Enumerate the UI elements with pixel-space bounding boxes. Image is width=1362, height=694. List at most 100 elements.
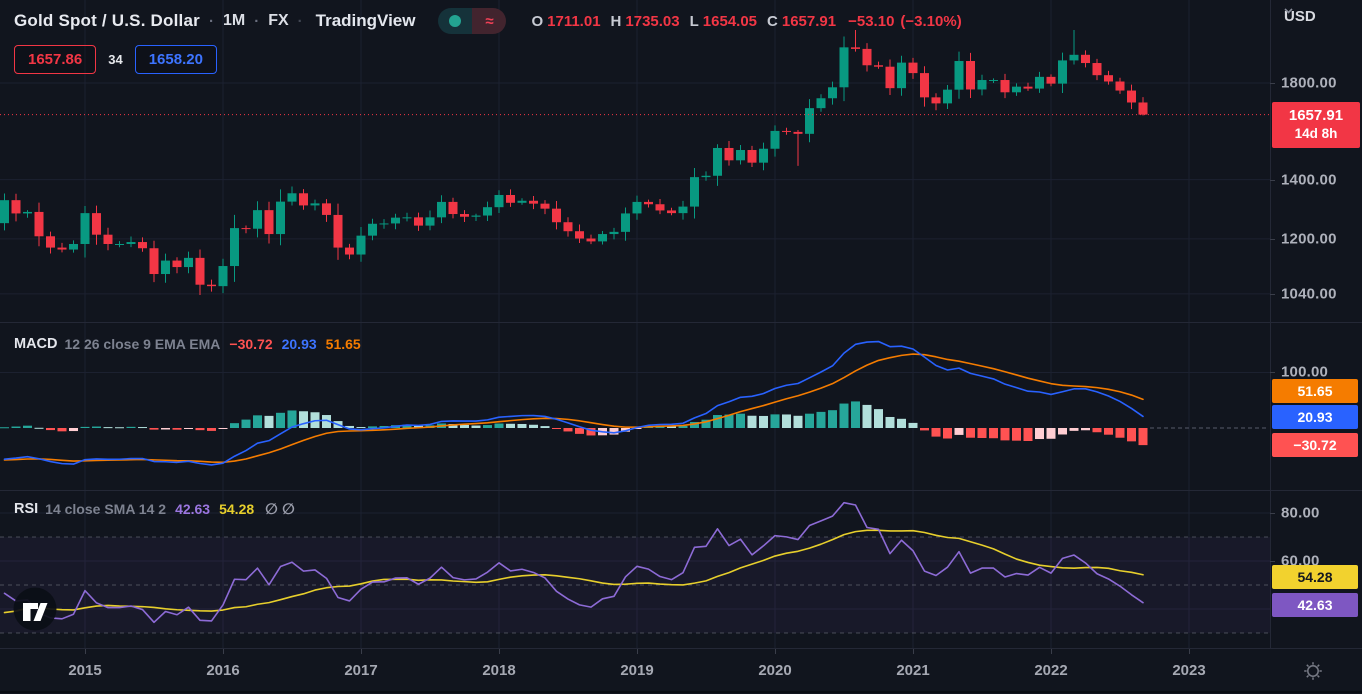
- candle-body: [471, 215, 481, 217]
- macd-histogram-bar: [966, 428, 975, 438]
- axis-tick: [1270, 561, 1275, 562]
- rsi-sma-line: [3, 529, 1144, 614]
- candle-body: [920, 73, 929, 98]
- interval-label[interactable]: 1M: [222, 12, 246, 29]
- pane-separator[interactable]: [0, 490, 1362, 491]
- tradingview-logo[interactable]: [12, 586, 58, 632]
- macd-histogram-bar: [517, 423, 527, 428]
- macd-legend[interactable]: MACD 12 26 close 9 EMA EMA −30.72 20.93 …: [14, 336, 361, 352]
- candle-body: [138, 242, 147, 249]
- macd-histogram-bar: [1069, 428, 1079, 431]
- low-label: L: [689, 12, 699, 30]
- macd-histogram-bar: [701, 419, 711, 428]
- price-axis-separator: [1270, 0, 1271, 648]
- candle-body: [172, 260, 182, 268]
- tradingview-brand-link[interactable]: TradingView: [315, 11, 416, 30]
- candle-body: [425, 217, 435, 226]
- price-axis-label: 1200.00: [1281, 230, 1337, 248]
- low-value: 1654.05: [702, 12, 758, 30]
- candle-body: [11, 200, 21, 214]
- time-axis-year: 2020: [758, 662, 792, 679]
- candle-body: [851, 47, 860, 49]
- candle-body: [1012, 86, 1021, 93]
- rsi-params: 14 close SMA 14 2: [45, 501, 167, 517]
- macd-histogram-bar: [816, 411, 826, 428]
- macd-histogram-bar: [828, 410, 837, 428]
- candle-body: [333, 214, 343, 248]
- candle-body: [218, 266, 228, 287]
- candle-body: [448, 201, 458, 215]
- macd-histogram-bar: [80, 426, 90, 428]
- macd-histogram-bar: [1058, 428, 1067, 435]
- macd-histogram-bar: [1115, 428, 1125, 438]
- candle-body: [207, 284, 216, 287]
- market-status-pill[interactable]: ≈: [438, 8, 507, 34]
- indicator-value-label: −30.72: [1272, 433, 1358, 457]
- candle-body: [460, 214, 469, 217]
- candle-body: [701, 175, 711, 178]
- candle-body: [609, 231, 619, 235]
- macd-histogram-bar: [299, 411, 308, 428]
- macd-histogram-bar: [563, 428, 573, 432]
- time-axis-tick: [775, 649, 776, 654]
- macd-histogram-bar: [1081, 428, 1090, 431]
- macd-histogram-bar: [69, 428, 78, 432]
- macd-histogram-bar: [161, 428, 170, 430]
- macd-histogram-bar: [414, 425, 423, 428]
- candle-body: [264, 210, 274, 235]
- pane-separator[interactable]: [0, 322, 1362, 323]
- bid-button[interactable]: 1657.86: [14, 45, 97, 74]
- macd-histogram-bar: [34, 427, 44, 429]
- exchange-label[interactable]: FX: [268, 12, 289, 29]
- macd-histogram-bar: [747, 415, 757, 428]
- time-axis-year: 2017: [344, 662, 378, 679]
- candle-body: [1138, 102, 1148, 115]
- last-price-label: 1657.91 14d 8h: [1272, 102, 1360, 148]
- time-axis[interactable]: 2015 2016 2017 2018 2019 2020 2021 2022 2023: [0, 648, 1362, 694]
- spread-value: 34: [108, 52, 123, 67]
- macd-histogram-bar: [678, 425, 688, 428]
- macd-histogram-bar: [793, 415, 803, 428]
- time-axis-year: 2016: [206, 662, 240, 679]
- candle-body: [1069, 54, 1079, 61]
- indicator-value-label: 54.28: [1272, 565, 1358, 589]
- macd-histogram-bar: [540, 426, 550, 428]
- macd-histogram-bar: [529, 424, 538, 428]
- candle-body: [782, 130, 791, 132]
- candle-body: [161, 260, 170, 275]
- macd-histogram-bar: [1012, 428, 1021, 441]
- currency-selector[interactable]: USD: [1284, 8, 1316, 25]
- symbol-title[interactable]: Gold Spot / U.S. Dollar: [14, 11, 200, 30]
- candle-body: [885, 66, 895, 89]
- settings-gear-icon[interactable]: [1302, 660, 1324, 682]
- macd-histogram-bar: [494, 423, 504, 428]
- price-axis-label: 1040.00: [1281, 285, 1337, 303]
- market-open-icon: [438, 8, 473, 34]
- macd-histogram-bar: [322, 415, 331, 428]
- axis-tick: [1270, 179, 1275, 181]
- macd-histogram-bar: [184, 428, 193, 429]
- candle-body: [793, 131, 803, 134]
- macd-histogram-bar: [989, 428, 998, 439]
- open-label: O: [531, 12, 544, 30]
- macd-histogram-bar: [448, 423, 458, 428]
- macd-histogram-bar: [506, 423, 515, 428]
- macd-histogram-bar: [943, 428, 952, 439]
- macd-histogram-bar: [149, 428, 159, 430]
- candle-body: [770, 130, 780, 149]
- rsi-legend[interactable]: RSI 14 close SMA 14 2 42.63 54.28 ∅ ∅: [14, 500, 295, 518]
- macd-histogram-bar: [908, 422, 918, 428]
- change-value: −53.10: [848, 12, 895, 30]
- candle-body: [184, 257, 193, 268]
- candle-body: [931, 97, 941, 104]
- rsi-sma-value: 54.28: [219, 501, 255, 517]
- candle-body: [989, 80, 998, 82]
- currency-label: USD: [1284, 8, 1316, 25]
- time-axis-tick: [637, 649, 638, 654]
- rsi-band: [0, 536, 1270, 634]
- candle-body: [322, 203, 331, 215]
- ask-button[interactable]: 1658.20: [134, 45, 217, 74]
- axis-tick: [1270, 293, 1275, 295]
